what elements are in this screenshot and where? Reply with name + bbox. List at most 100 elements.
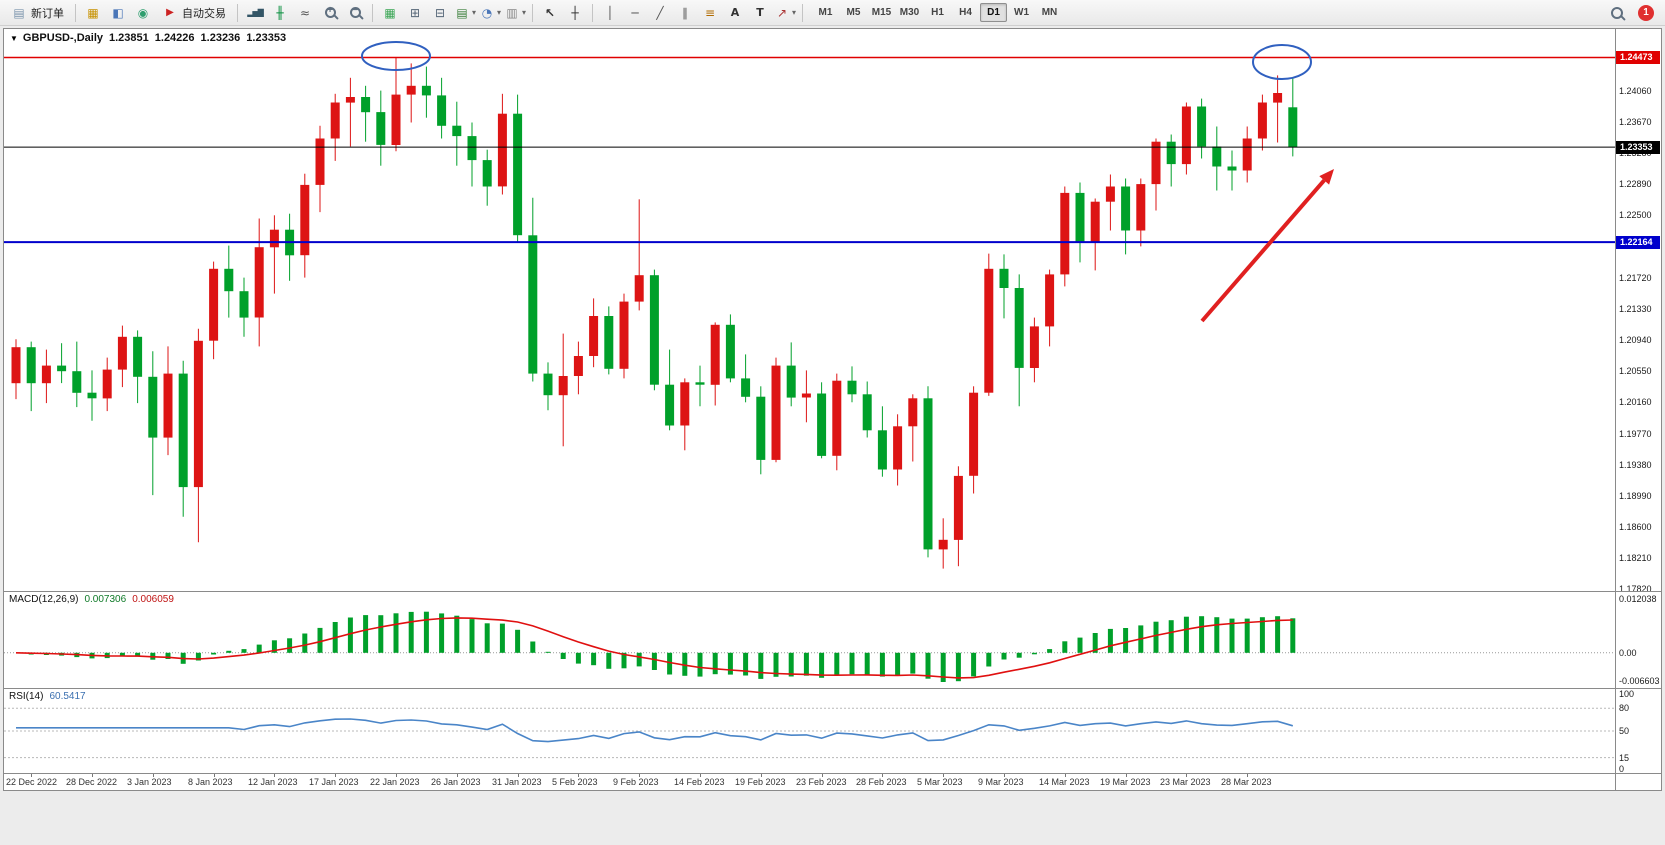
price-tick-label: 1.19380 [1619,460,1652,470]
grid-icon: ▦ [384,5,396,20]
horizontal-lines-layer[interactable] [4,56,1615,244]
new-order-button[interactable]: ▤ 新订单 [5,2,70,24]
arrow-annotation[interactable] [1200,169,1334,323]
date-label: 5 Feb 2023 [552,777,598,787]
tf-button-m1[interactable]: M1 [818,7,833,18]
date-label: 9 Mar 2023 [978,777,1024,787]
macd-scale-zero: 0.00 [1619,648,1637,658]
tf-button-h4[interactable]: H4 [959,7,972,18]
horizontal-line-button[interactable]: ─ [623,2,647,24]
chevron-down-icon: ▾ [791,8,796,17]
low-value: 1.23236 [200,32,241,44]
cursor-button[interactable]: ↖ [538,2,562,24]
time-tick [1065,774,1066,777]
price-scale[interactable]: 1.240601.236701.232801.228901.225001.221… [1615,29,1661,594]
tf-button-d1[interactable]: D1 [980,3,1007,22]
collapse-arrow-icon[interactable]: ▼ [10,33,18,43]
tf-button-w1[interactable]: W1 [1014,7,1029,18]
macd-plot[interactable] [4,592,1615,688]
text-button[interactable]: A [723,2,747,24]
new-order-icon: ▤ [13,5,25,20]
vertical-line-button[interactable]: │ [598,2,622,24]
period-button[interactable]: ◔ ▾ [478,2,502,24]
fibonacci-button[interactable]: ≡ [698,2,722,24]
price-tick-label: 1.21330 [1619,304,1652,314]
time-tick [1126,774,1127,777]
date-label: 19 Feb 2023 [735,777,786,787]
crosshair-button[interactable]: ┼ [563,2,587,24]
tf-button-h1[interactable]: H1 [931,7,944,18]
rsi-value: 60.5417 [49,691,86,702]
price-badge: 1.23353 [1616,141,1660,154]
data-window-button[interactable]: ◧ [106,2,130,24]
date-label: 9 Feb 2023 [613,777,659,787]
price-tick-label: 1.19770 [1619,429,1652,439]
date-label: 23 Feb 2023 [796,777,847,787]
macd-scale[interactable]: 0.012038 0.00 -0.006603 [1615,592,1661,688]
rsi-scale-label: 80 [1619,703,1630,713]
autotrading-icon: ▶ [166,6,174,18]
macd-histogram [28,611,1296,682]
toolbar-separator [592,3,593,22]
candlestick-icon: ╫ [276,5,284,20]
arrows-tool-button[interactable]: ↗ ▾ [773,2,797,24]
price-tick-label: 1.18990 [1619,491,1652,501]
macd-signal-value: 0.006059 [132,594,174,605]
date-label: 23 Mar 2023 [1160,777,1211,787]
time-axis[interactable]: 22 Dec 2022 28 Dec 2022 3 Jan 2023 8 Jan 20… [4,773,1661,790]
tf-button-m30[interactable]: M30 [899,7,920,18]
navigator-button[interactable]: ◉ [131,2,155,24]
notification-badge[interactable]: 1 [1638,4,1654,21]
channel-button[interactable]: ∥ [673,2,697,24]
timeframe-buttons: M1 M5 M15 M30 H1 H4 D1 W1 MN [812,3,1063,22]
macd-label: MACD(12,26,9) [9,594,79,605]
bar-chart-button[interactable]: ▂▅▇ [243,2,267,24]
time-axis-labels: 22 Dec 2022 28 Dec 2022 3 Jan 2023 8 Jan 20… [4,774,1615,790]
symbol-period-label: GBPUSD-,Daily [22,32,103,44]
toolbar: ▤ 新订单 ▦ ◧ ◉ ▶ 自动交易 ▂▅▇ ╫ ≈ + − ▦ ⊞ ⊟ ▤ ▾ … [0,0,1665,26]
cursor-icon: ↖ [544,5,556,20]
zoom-out-icon: − [349,5,361,18]
macd-scale-min: -0.006603 [1619,676,1660,686]
market-watch-button[interactable]: ▦ [81,2,105,24]
new-chart-icon: ▤ [456,5,468,20]
template-button[interactable]: ▥ ▾ [503,2,527,24]
tf-button-m15[interactable]: M15 [871,7,892,18]
time-tick [274,774,275,777]
new-chart-button[interactable]: ▤ ▾ [453,2,477,24]
open-value: 1.23851 [109,32,149,44]
grid-button[interactable]: ▦ [378,2,402,24]
ellipse-annotations[interactable] [361,41,1312,80]
chart-plot[interactable] [4,29,1615,591]
line-chart-icon: ≈ [299,5,311,20]
period-icon: ◔ [481,5,493,20]
line-chart-button[interactable]: ≈ [293,2,317,24]
search-button[interactable] [1605,2,1629,24]
time-tick [1247,774,1248,777]
cascade-windows-button[interactable]: ⊟ [428,2,452,24]
time-tick [518,774,519,777]
time-tick [943,774,944,777]
rsi-scale-label: 15 [1619,753,1630,763]
time-tick [639,774,640,777]
tf-button-mn[interactable]: MN [1041,7,1058,18]
candlestick-button[interactable]: ╫ [268,2,292,24]
date-label: 26 Jan 2023 [431,777,481,787]
rsi-plot[interactable] [4,689,1615,773]
zoom-in-icon: + [324,5,336,18]
tf-button-m5[interactable]: M5 [846,7,861,18]
trendline-button[interactable]: ╱ [648,2,672,24]
date-label: 5 Mar 2023 [917,777,963,787]
date-label: 28 Dec 2022 [66,777,118,787]
vertical-line-icon: │ [606,5,614,20]
fibonacci-icon: ≡ [704,5,716,20]
zoom-out-button[interactable]: − [343,2,367,24]
time-tick [700,774,701,777]
zoom-in-button[interactable]: + [318,2,342,24]
rsi-scale[interactable]: 100 80 50 15 0 [1615,689,1661,774]
tile-windows-button[interactable]: ⊞ [403,2,427,24]
autotrading-button[interactable]: ▶ 自动交易 [156,2,232,24]
time-tick [761,774,762,777]
text-label-button[interactable]: T [748,2,772,24]
price-badge: 1.22164 [1616,236,1660,249]
